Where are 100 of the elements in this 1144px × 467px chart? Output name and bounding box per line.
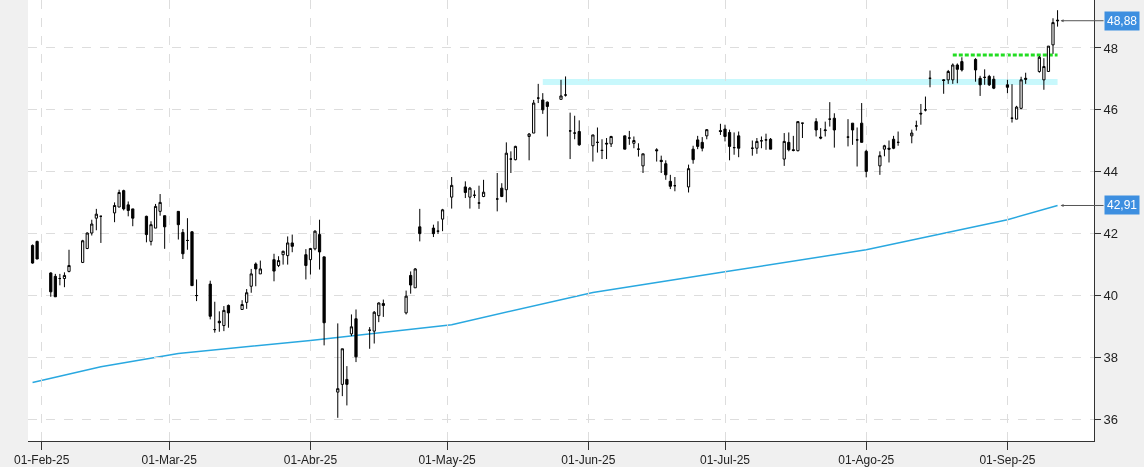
candlestick — [440, 208, 445, 232]
candlestick — [563, 75, 568, 98]
candlestick — [1005, 79, 1010, 94]
candlestick — [978, 75, 982, 97]
candlestick — [860, 102, 864, 143]
candlestick — [655, 147, 659, 163]
candlestick — [919, 103, 923, 126]
y-tick-label: 38 — [1103, 349, 1119, 365]
candlestick — [832, 112, 836, 149]
candlestick — [627, 130, 631, 146]
y-tick-label: 40 — [1103, 288, 1119, 304]
candlestick — [737, 131, 741, 158]
candlestick — [272, 253, 276, 282]
candlestick — [354, 308, 358, 363]
y-tick-label: 46 — [1103, 102, 1119, 118]
candlestick — [163, 215, 167, 250]
candlestick — [755, 137, 759, 155]
candlestick — [604, 137, 609, 160]
candlestick — [481, 179, 486, 198]
candlestick — [304, 248, 308, 280]
annotation: 48,88 — [1107, 14, 1138, 28]
candlestick — [35, 240, 39, 260]
candlestick — [623, 135, 627, 150]
candlestick — [850, 122, 855, 146]
candlestick — [249, 268, 253, 294]
candlestick — [409, 270, 413, 295]
candlestick — [568, 112, 572, 160]
candlestick — [896, 131, 900, 147]
candlestick — [213, 301, 217, 334]
candlestick — [910, 129, 914, 144]
x-tick-label: 01-Abr-25 — [283, 453, 338, 467]
candlestick — [768, 137, 773, 150]
candlestick — [222, 305, 226, 332]
candlestick — [504, 141, 508, 203]
candlestick — [144, 215, 149, 243]
candlestick — [176, 210, 180, 241]
candlestick — [759, 135, 764, 149]
candlestick — [878, 150, 882, 176]
candlestick — [700, 136, 704, 152]
candlestick — [823, 121, 827, 137]
y-tick-label: 44 — [1103, 164, 1119, 180]
x-tick-label: 01-Sep-25 — [979, 453, 1036, 467]
candlestick — [814, 117, 818, 137]
candlestick — [30, 243, 35, 265]
candlestick — [686, 164, 691, 193]
x-tick-label: 01-Jun-25 — [561, 453, 616, 467]
candlestick — [431, 224, 436, 238]
candlestick — [58, 273, 62, 286]
candlestick — [559, 79, 563, 100]
candlestick — [973, 57, 978, 83]
candlestick — [864, 149, 868, 178]
candlestick — [641, 153, 645, 174]
candlestick — [536, 83, 540, 104]
candlestick — [577, 119, 581, 147]
candlestick — [887, 140, 891, 163]
candlestick — [53, 273, 57, 298]
candlestick — [636, 142, 641, 158]
candlestick — [673, 176, 677, 192]
candlestick — [668, 174, 672, 190]
candlestick — [254, 261, 258, 287]
candlestick — [99, 215, 103, 244]
x-tick-label: 01-May-25 — [418, 453, 477, 467]
candlestick — [208, 280, 212, 320]
candlestick — [727, 129, 732, 161]
candlestick — [983, 68, 987, 86]
candlestick — [317, 219, 322, 271]
candlestick — [322, 256, 326, 346]
candlestick — [705, 128, 709, 140]
candlestick — [381, 299, 385, 318]
candlestick — [664, 159, 668, 181]
candlestick — [245, 288, 249, 310]
candlestick — [732, 131, 736, 156]
candlestick — [94, 208, 98, 231]
candlestick — [923, 96, 928, 112]
candlestick — [226, 304, 231, 329]
candlestick — [67, 249, 71, 273]
annotation: 42,91 — [1107, 198, 1138, 212]
candlestick — [194, 278, 199, 302]
candlestick — [62, 271, 67, 288]
candlestick — [240, 299, 244, 310]
candlestick — [750, 140, 754, 157]
candlestick — [632, 135, 636, 149]
candlestick — [696, 135, 700, 150]
candlestick — [796, 121, 800, 152]
candlestick — [659, 155, 663, 174]
candlestick — [418, 208, 422, 242]
candlestick — [495, 172, 499, 212]
y-tick-label: 36 — [1103, 411, 1119, 427]
x-tick-label: 01-Ago-25 — [838, 453, 895, 467]
y-tick-label: 42 — [1103, 226, 1119, 242]
candlestick — [404, 290, 408, 315]
candlestick — [855, 127, 859, 167]
candlestick — [49, 271, 53, 298]
candlestick — [691, 145, 695, 165]
candlestick — [336, 322, 340, 419]
line-series — [31, 204, 1059, 384]
x-tick-label: 01-Feb-25 — [13, 453, 70, 467]
y-tick-label: 48 — [1103, 40, 1119, 56]
candlestick — [819, 127, 823, 140]
candlestick — [450, 176, 454, 210]
